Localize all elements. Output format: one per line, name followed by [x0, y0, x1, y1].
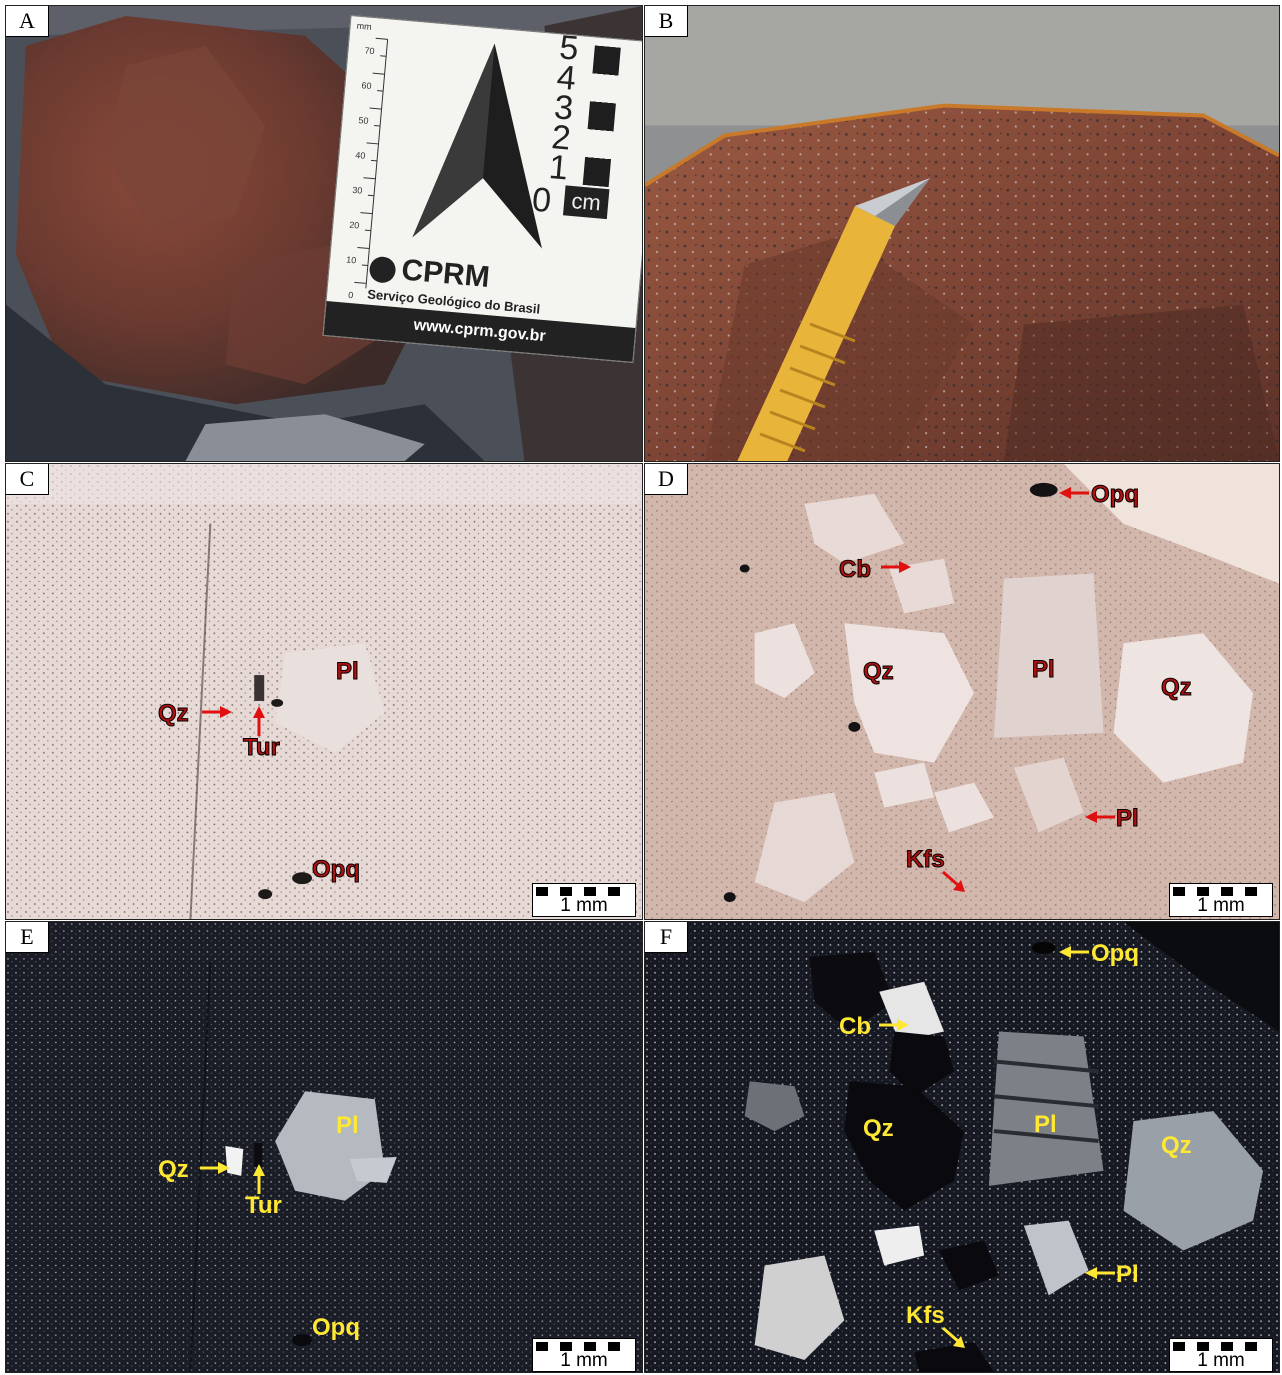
ruler-tick-label: 30: [351, 184, 363, 196]
label-kfs: Kfs: [906, 846, 946, 873]
scale-bar-segments: [1173, 887, 1269, 896]
thin-section-xpl-photo: [6, 922, 642, 1372]
scale-bar: 1 mm: [532, 883, 636, 917]
label-opq: Opq: [1091, 481, 1140, 508]
scale-bar-segments: [1173, 1342, 1269, 1351]
scale-bar: 1 mm: [532, 1338, 636, 1372]
ruler-unit-label: mm: [356, 20, 373, 32]
scale-bar: 1 mm: [1169, 883, 1273, 917]
pencil-icon: [737, 178, 930, 461]
label-tur: Tur: [245, 1192, 282, 1219]
panel-c: Pl Qz Tur Opq 1 mm C: [5, 463, 643, 920]
cprm-brand-text: CPRM: [400, 253, 492, 295]
label-qz: Qz: [863, 658, 895, 685]
label-qz: Qz: [1161, 1132, 1192, 1159]
label-qz: Qz: [863, 1115, 894, 1142]
ruler-tick-label: 10: [345, 254, 357, 266]
ruler-tick-label: 60: [361, 80, 372, 92]
panel-d: Opq Cb Qz Pl Qz Pl Kfs 1 mm D: [644, 463, 1280, 920]
label-pl: Pl: [1116, 1261, 1139, 1288]
label-qz: Qz: [158, 700, 190, 727]
label-pl: Pl: [1034, 1111, 1057, 1138]
arrow-left-icon: [1059, 487, 1089, 499]
arrow-right-icon: [202, 706, 232, 718]
scale-bar-label: 1 mm: [560, 1350, 608, 1371]
label-tur: Tur: [243, 734, 281, 761]
scale-bar-label: 1 mm: [1197, 1350, 1245, 1371]
arrow-up-icon: [253, 1164, 265, 1194]
scale-bar-segments: [536, 1342, 632, 1351]
label-opq: Opq: [312, 856, 361, 883]
ruler-tick-label: 70: [364, 45, 375, 57]
panel-e: Pl Qz Tur Opq 1 mm E: [5, 921, 643, 1373]
label-qz: Qz: [1161, 674, 1193, 701]
arrow-down-right-icon: [942, 870, 965, 892]
arrow-right-icon: [200, 1162, 230, 1174]
arrow-left-icon: [1085, 1267, 1115, 1279]
label-opq: Opq: [1091, 940, 1139, 967]
label-opq: Opq: [312, 1314, 360, 1341]
arrow-up-icon: [253, 706, 265, 736]
thin-section-ppl-photo: [6, 464, 642, 919]
panel-letter-e: E: [6, 922, 49, 953]
thin-section-ppl-photo: [645, 464, 1279, 919]
label-qz: Qz: [158, 1156, 189, 1183]
label-cb: Cb: [839, 556, 872, 583]
panel-letter-b: B: [645, 6, 688, 37]
arrow-left-icon: [1059, 946, 1089, 958]
arrow-right-icon: [879, 1019, 909, 1031]
scale-bar-label: 1 mm: [1197, 895, 1245, 916]
cm-label: cm: [562, 185, 610, 220]
scale-bar-label: 1 mm: [560, 895, 608, 916]
ruler-tick-label: 40: [354, 149, 366, 161]
north-arrow-icon: [412, 43, 542, 249]
ruler-tick-label: 50: [358, 115, 369, 126]
cm-blocks: [582, 45, 621, 188]
scale-bar-segments: [536, 887, 632, 896]
label-pl: Pl: [336, 658, 360, 685]
label-cb: Cb: [839, 1013, 871, 1040]
cprm-logo-icon: [368, 255, 397, 284]
panel-letter-a: A: [6, 6, 49, 37]
label-pl: Pl: [336, 1112, 359, 1139]
arrow-down-right-icon: [942, 1326, 965, 1348]
label-pl: Pl: [1116, 805, 1140, 832]
scale-card: mm 70 60 50 40 30 20 10 0 5 4 3 2 1 0 cm…: [322, 15, 642, 363]
label-pl: Pl: [1032, 656, 1056, 683]
thin-section-xpl-photo: [645, 922, 1279, 1372]
panel-a: mm 70 60 50 40 30 20 10 0 5 4 3 2 1 0 cm…: [5, 5, 643, 462]
panel-f: Opq Cb Qz Pl Qz Pl Kfs 1 mm F: [644, 921, 1280, 1373]
arrow-left-icon: [1085, 811, 1115, 823]
arrow-right-icon: [881, 561, 911, 573]
label-kfs: Kfs: [906, 1302, 945, 1329]
panel-b: B: [644, 5, 1280, 462]
ruler-tick-label: 20: [348, 219, 360, 231]
panel-letter-c: C: [6, 464, 49, 495]
panel-letter-f: F: [645, 922, 688, 953]
scale-bar: 1 mm: [1169, 1338, 1273, 1372]
panel-letter-d: D: [645, 464, 688, 495]
cm-number: 0: [530, 180, 553, 221]
ruler-scale: [354, 37, 389, 289]
